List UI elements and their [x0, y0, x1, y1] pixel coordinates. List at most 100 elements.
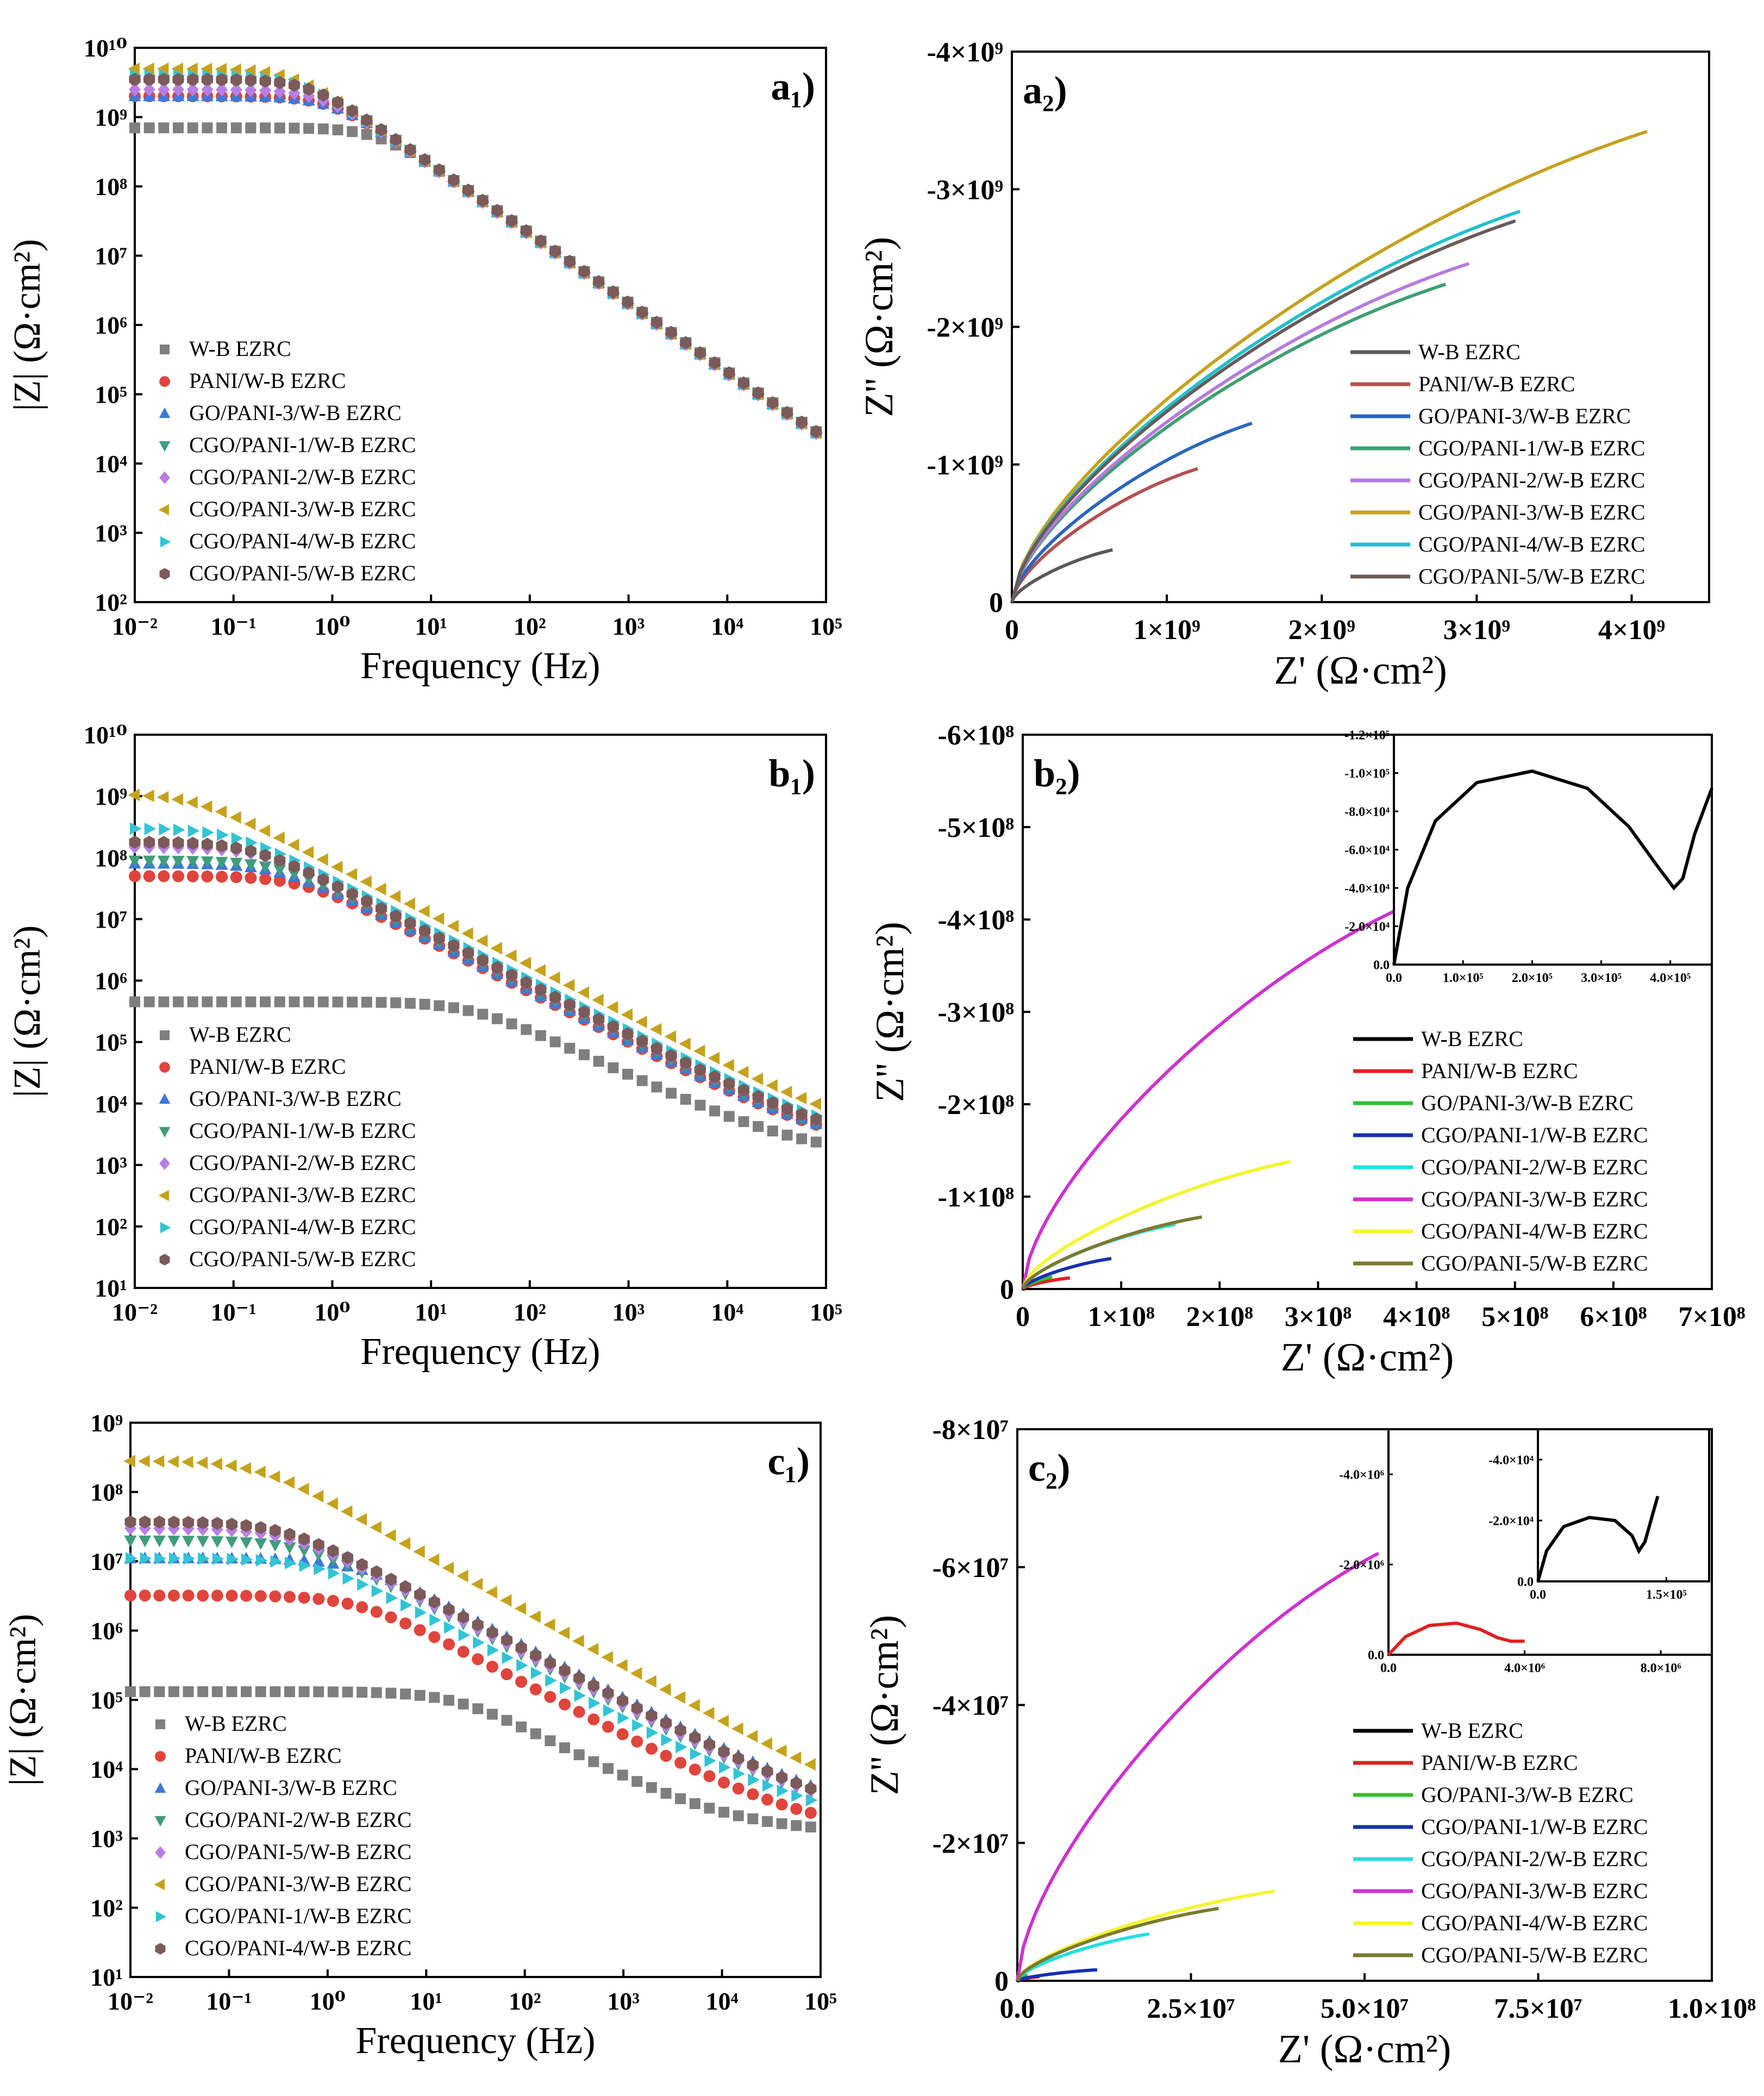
- undefined-y-tick-label: -2.0×10⁶: [1339, 1558, 1384, 1572]
- a1-point: [390, 133, 402, 146]
- b1-point: [666, 1087, 677, 1099]
- c1-point: [486, 1709, 498, 1720]
- b1-point: [230, 871, 242, 884]
- b1-point: [781, 1102, 793, 1116]
- b1-point: [316, 853, 328, 866]
- b1-point: [419, 999, 430, 1010]
- c1-point: [385, 1687, 397, 1699]
- c1-point: [616, 1728, 629, 1741]
- c1-point: [703, 1738, 715, 1751]
- b1-point: [215, 856, 228, 869]
- b1-point: [621, 1008, 633, 1021]
- a1-point: [260, 122, 271, 134]
- c2-x-axis-title: Z' (Ω·cm²): [1278, 2027, 1452, 2072]
- b1-point: [752, 1090, 764, 1103]
- a1-panel: 10⁻² 10⁻¹ 10⁰ 10¹ 10² 10³ 10⁴ 10⁵ 10² 10³ 10⁴ 10⁵ 10…: [7, 34, 842, 687]
- c1-point: [124, 1515, 136, 1529]
- undefined-y-tick-label: -6.0×10⁴: [1344, 843, 1390, 858]
- b1-point: [173, 823, 185, 836]
- a1-point: [477, 193, 489, 207]
- b2-y-tick-label: -4×10⁸: [937, 905, 1014, 936]
- a1-point: [723, 366, 735, 380]
- c1-point: [254, 1466, 266, 1479]
- c1-point: [283, 1476, 295, 1489]
- c1-point: [139, 1590, 151, 1602]
- c2-legend-label: CGO/PANI-1/W-B EZRC: [1421, 1815, 1648, 1839]
- c1-point: [545, 1735, 556, 1747]
- a2-x-tick-label: 2×10⁹: [1288, 615, 1355, 646]
- c1-point: [473, 1636, 485, 1649]
- c1-x-tick-label: 10³: [607, 1987, 640, 2015]
- c1-legend-marker: [154, 1782, 166, 1793]
- c2-legend-label: W-B EZRC: [1421, 1718, 1523, 1743]
- c1-point: [776, 1770, 788, 1784]
- c1-point: [153, 1515, 165, 1529]
- c1-point: [601, 1651, 613, 1664]
- a1-point: [564, 254, 576, 268]
- c1-y-tick-label: 10⁴: [90, 1756, 123, 1784]
- c1-point: [529, 1610, 541, 1623]
- a2-series-5: [1010, 130, 1648, 603]
- a1-legend-label: CGO/PANI-3/W-B EZRC: [189, 497, 416, 521]
- b1-y-tick-label: 10¹⁰: [84, 721, 127, 749]
- a1-legend-marker: [159, 376, 170, 387]
- b1-legend-marker: [159, 1157, 170, 1170]
- b2-x-tick-label: 0: [1016, 1302, 1030, 1332]
- b1-point: [215, 805, 227, 818]
- b1-point: [709, 1105, 721, 1117]
- b1-point: [736, 1066, 749, 1079]
- c2-legend-label: CGO/PANI-3/W-B EZRC: [1421, 1879, 1648, 1903]
- c1-point: [559, 1663, 571, 1677]
- b1-point: [317, 873, 329, 886]
- undefined-plot-frame: [1537, 1428, 1710, 1582]
- a1-series-layer: [128, 62, 823, 440]
- a1-point: [578, 265, 590, 278]
- c1-point: [660, 1716, 672, 1730]
- b1-legend-label: CGO/PANI-1/W-B EZRC: [189, 1118, 416, 1143]
- b1-point: [607, 1020, 619, 1034]
- c1-point: [227, 1553, 239, 1566]
- a1-point: [549, 245, 561, 258]
- b2-x-tick-label: 6×10⁸: [1580, 1302, 1647, 1332]
- c1-point: [124, 1590, 136, 1602]
- c1-point: [747, 1758, 759, 1772]
- c2-series-5: [1016, 1551, 1379, 1981]
- c1-point: [775, 1744, 787, 1757]
- c1-point: [270, 1686, 281, 1698]
- b1-point: [723, 1111, 735, 1122]
- a1-point: [361, 129, 372, 140]
- b1-x-tick-label: 10⁵: [810, 1298, 842, 1326]
- c1-point: [530, 1666, 543, 1679]
- c1-point: [140, 1552, 152, 1565]
- b1-legend-label: PANI/W-B EZRC: [189, 1054, 346, 1079]
- a2-plot-frame: [1011, 51, 1710, 603]
- c1-point: [357, 1578, 369, 1591]
- c1-point: [182, 1590, 195, 1602]
- c1-point: [429, 1692, 440, 1703]
- a1-point: [201, 73, 213, 86]
- c1-point: [689, 1763, 701, 1776]
- c1-point: [790, 1803, 803, 1815]
- a2-x-tick-label: 1×10⁹: [1133, 615, 1200, 646]
- c1-point: [442, 1561, 454, 1574]
- c1-point: [804, 1758, 816, 1771]
- c1-point: [529, 1683, 542, 1695]
- b1-point: [521, 1024, 532, 1035]
- c1-point: [617, 1711, 630, 1724]
- c1-point: [574, 1689, 586, 1702]
- c2-legend-label: PANI/W-B EZRC: [1421, 1750, 1578, 1775]
- a1-x-tick-label: 10⁻¹: [211, 612, 257, 640]
- c1-point: [342, 1572, 355, 1585]
- c1-panel: 10⁻² 10⁻¹ 10⁰ 10¹ 10² 10³ 10⁴ 10⁵ 10¹ 10² 10³ 10⁴ 10…: [2, 1409, 837, 2062]
- b1-point: [172, 870, 185, 883]
- b1-point: [751, 1072, 764, 1085]
- a1-point: [665, 326, 677, 339]
- b1-point: [593, 1012, 605, 1026]
- a1-legend-marker: [159, 407, 171, 418]
- a1-point: [172, 73, 184, 86]
- b1-point: [753, 1121, 764, 1132]
- undefined-y-tick-label: -8.0×10⁴: [1344, 805, 1390, 819]
- c1-point: [717, 1715, 729, 1728]
- a2-x-tick-label: 4×10⁹: [1598, 615, 1665, 646]
- b1-point: [635, 1016, 647, 1029]
